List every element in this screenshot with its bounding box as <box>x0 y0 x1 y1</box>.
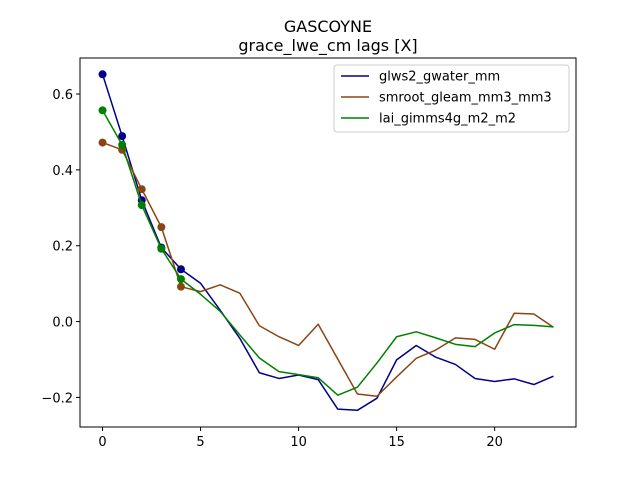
data-point-lai_gimms4g_m2_m2 <box>98 106 107 115</box>
data-point-lai_gimms4g_m2_m2 <box>157 244 166 253</box>
series-line-glws2_gwater_mm <box>101 74 554 412</box>
x-axis: 0 5 10 15 20 <box>98 427 503 450</box>
data-point-lai_gimms4g_m2_m2 <box>176 275 185 284</box>
series-layer <box>98 70 554 412</box>
data-point-glws2_gwater_mm <box>98 70 107 79</box>
x-tick-label: 15 <box>388 435 405 450</box>
data-point-smroot_gleam_mm3_mm3 <box>176 282 185 291</box>
y-tick-label: 0.0 <box>52 316 73 331</box>
chart-subtitle: grace_lwe_cm lags [X] <box>238 36 417 56</box>
series-line-lai_gimms4g_m2_m2 <box>101 109 554 396</box>
x-tick-label: 5 <box>196 435 204 450</box>
data-point-smroot_gleam_mm3_mm3 <box>98 138 107 147</box>
data-point-glws2_gwater_mm <box>176 265 185 274</box>
y-tick-label: 0.2 <box>52 240 73 255</box>
chart-title: GASCOYNE <box>284 17 372 36</box>
legend-label: smroot_gleam_mm3_mm3 <box>379 91 552 106</box>
data-point-lai_gimms4g_m2_m2 <box>118 140 127 149</box>
x-tick-label: 0 <box>98 435 106 450</box>
legend-label: lai_gimms4g_m2_m2 <box>379 112 516 127</box>
data-point-glws2_gwater_mm <box>118 132 127 141</box>
x-tick-label: 20 <box>486 435 503 450</box>
series-line-smroot_gleam_mm3_mm3 <box>102 141 554 398</box>
y-tick-label: 0.4 <box>52 164 73 179</box>
legend-label: glws2_gwater_mm <box>379 70 500 85</box>
data-point-smroot_gleam_mm3_mm3 <box>137 185 146 194</box>
data-point-smroot_gleam_mm3_mm3 <box>157 223 166 232</box>
y-tick-label: −0.2 <box>41 391 73 406</box>
data-point-lai_gimms4g_m2_m2 <box>137 201 146 210</box>
y-axis: −0.2 0.0 0.2 0.4 0.6 <box>41 88 80 406</box>
legend: glws2_gwater_mm smroot_gleam_mm3_mm3 lai_g… <box>333 64 570 133</box>
x-tick-label: 10 <box>290 435 307 450</box>
legend-box <box>333 64 570 133</box>
y-tick-label: 0.6 <box>52 88 73 103</box>
plot-area-frame <box>79 57 577 428</box>
